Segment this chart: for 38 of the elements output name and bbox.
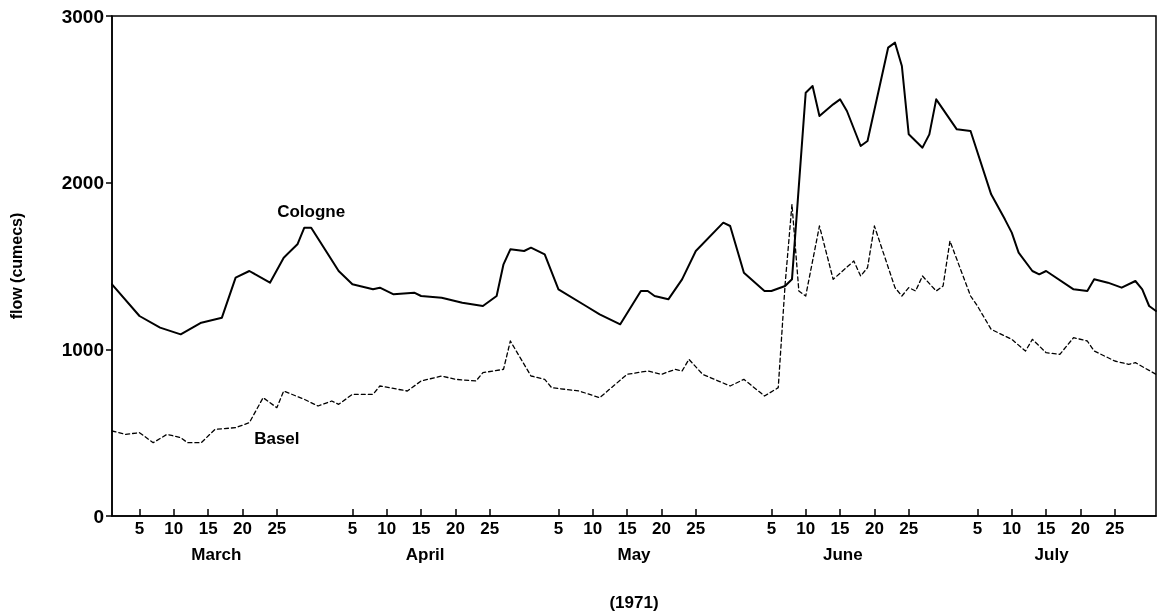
y-tick-label: 0 bbox=[93, 505, 104, 527]
x-tick-label: 5 bbox=[972, 519, 983, 538]
x-tick-label: 15 bbox=[411, 519, 431, 538]
x-tick-label: 25 bbox=[480, 519, 500, 538]
x-tick-label: 15 bbox=[617, 519, 637, 538]
x-tick-label: 5 bbox=[766, 519, 777, 538]
series-label: Cologne bbox=[277, 201, 346, 221]
text: April bbox=[405, 544, 445, 564]
x-tick-label: 20 bbox=[864, 519, 884, 538]
series-label: Basel bbox=[254, 428, 300, 448]
y-tick-label: 1000 bbox=[61, 338, 104, 360]
text: May bbox=[617, 544, 652, 564]
x-tick-label: 10 bbox=[796, 519, 816, 538]
x-axis-title: (1971) bbox=[609, 593, 659, 612]
y-tick-label: 3000 bbox=[61, 5, 104, 27]
x-tick-label: 20 bbox=[233, 519, 252, 538]
x-tick-label: 10 bbox=[1002, 519, 1022, 538]
x-tick-label: 25 bbox=[686, 519, 706, 538]
y-tick-label: 2000 bbox=[61, 172, 104, 194]
text: March bbox=[191, 544, 242, 564]
x-tick-label: 5 bbox=[134, 519, 145, 538]
x-tick-label: 20 bbox=[1070, 519, 1090, 538]
x-tick-label: 5 bbox=[553, 519, 564, 538]
x-tick-label: 10 bbox=[583, 519, 603, 538]
x-tick-label: 25 bbox=[267, 519, 287, 538]
x-tick-label: 5 bbox=[347, 519, 358, 538]
x-tick-label: 20 bbox=[652, 519, 671, 538]
x-tick-label: 25 bbox=[1105, 519, 1125, 538]
x-tick-label: 15 bbox=[1036, 519, 1056, 538]
text: June bbox=[822, 544, 863, 564]
y-axis-title: flow (cumecs) bbox=[7, 212, 25, 320]
x-tick-label: 15 bbox=[830, 519, 850, 538]
text: July bbox=[1034, 544, 1070, 564]
x-tick-label: 25 bbox=[899, 519, 919, 538]
x-tick-label: 20 bbox=[445, 519, 465, 538]
x-tick-label: 15 bbox=[198, 519, 218, 538]
x-tick-label: 10 bbox=[377, 519, 397, 538]
x-tick-label: 10 bbox=[164, 519, 184, 538]
